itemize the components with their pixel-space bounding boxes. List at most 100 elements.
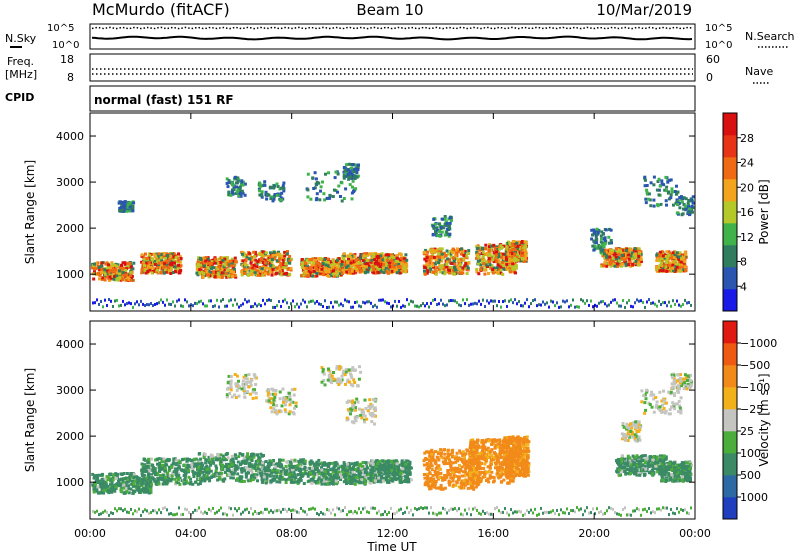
heatmap-cell — [159, 270, 163, 274]
heatmap-cell — [332, 305, 334, 309]
heatmap-cell — [128, 301, 130, 305]
heatmap-cell — [129, 268, 133, 272]
heatmap-cell — [384, 265, 388, 269]
heatmap-cell — [388, 302, 390, 306]
heatmap-cell — [263, 180, 267, 184]
heatmap-cell — [486, 299, 488, 303]
heatmap-cell — [115, 264, 119, 268]
heatmap-cell — [207, 275, 211, 279]
heatmap-cell — [615, 262, 619, 266]
heatmap-cell — [436, 303, 438, 307]
heatmap-cell — [465, 264, 469, 268]
heatmap-cell — [488, 263, 492, 267]
heatmap-cell — [277, 250, 280, 254]
heatmap-cell — [246, 266, 250, 270]
heatmap-cell — [166, 474, 170, 478]
heatmap-cell — [470, 302, 472, 306]
heatmap-cell — [256, 269, 260, 273]
heatmap-cell — [680, 256, 684, 260]
heatmap-cell — [229, 476, 233, 480]
heatmap-cell — [153, 479, 157, 483]
heatmap-cell — [354, 167, 357, 171]
heatmap-cell — [157, 469, 161, 473]
heatmap-cell — [286, 467, 289, 471]
heatmap-cell — [117, 484, 121, 488]
heatmap-cell — [371, 265, 375, 269]
heatmap-cell — [233, 256, 237, 260]
heatmap-cell — [240, 303, 242, 307]
heatmap-cell — [256, 479, 259, 483]
heatmap-cell — [257, 187, 261, 191]
heatmap-cell — [177, 474, 181, 477]
heatmap-cell — [428, 261, 432, 265]
heatmap-cell — [103, 274, 107, 278]
heatmap-cell — [174, 304, 176, 308]
heatmap-cell — [258, 260, 262, 264]
heatmap-cell — [460, 247, 463, 251]
heatmap-cell — [524, 245, 528, 249]
heatmap-cell — [448, 299, 450, 303]
heatmap-cell — [118, 304, 120, 308]
heatmap-cell — [227, 462, 231, 466]
heatmap-cell — [502, 300, 504, 304]
heatmap-cell — [476, 261, 480, 265]
heatmap-cell — [643, 178, 647, 182]
heatmap-cell — [157, 252, 161, 256]
heatmap-cell — [158, 474, 162, 477]
heatmap-cell — [280, 186, 284, 190]
heatmap-cell — [348, 170, 352, 174]
heatmap-cell — [346, 299, 348, 303]
heatmap-cell — [156, 302, 158, 306]
heatmap-cell — [113, 489, 117, 493]
heatmap-cell — [404, 253, 408, 257]
heatmap-cell — [241, 191, 245, 195]
heatmap-cell — [280, 273, 284, 277]
heatmap-cell — [315, 274, 319, 278]
heatmap-cell — [253, 476, 256, 480]
heatmap-cell — [482, 258, 486, 262]
heatmap-cell — [434, 298, 436, 302]
heatmap-cell — [165, 252, 169, 256]
heatmap-cell — [688, 207, 691, 211]
heatmap-cell — [435, 266, 439, 270]
heatmap-cell — [115, 482, 119, 486]
heatmap-cell — [548, 305, 550, 309]
heatmap-cell — [431, 232, 435, 236]
heatmap-cell — [377, 252, 381, 256]
heatmap-cell — [224, 453, 228, 456]
heatmap-cell — [238, 186, 242, 190]
heatmap-cell — [236, 179, 240, 183]
heatmap-cell — [495, 270, 499, 274]
heatmap-cell — [101, 484, 105, 488]
heatmap-cell — [209, 266, 213, 270]
heatmap-cell — [261, 467, 265, 471]
heatmap-cell — [472, 302, 474, 306]
heatmap-cell — [381, 266, 385, 270]
heatmap-cell — [225, 259, 229, 263]
heatmap-cell — [222, 271, 226, 275]
heatmap-cell — [455, 251, 459, 255]
heatmap-cell — [140, 299, 142, 303]
heatmap-cell — [500, 246, 504, 249]
heatmap-cell — [93, 474, 97, 478]
heatmap-cell — [239, 477, 243, 481]
heatmap-cell — [394, 267, 398, 270]
heatmap-cell — [226, 272, 230, 276]
heatmap-cell — [637, 258, 641, 262]
heatmap-cell — [601, 264, 605, 268]
heatmap-cell — [147, 486, 151, 490]
heatmap-cell — [216, 452, 220, 456]
heatmap-cell — [386, 258, 389, 262]
heatmap-cell — [390, 305, 392, 309]
heatmap-cell — [159, 256, 163, 260]
heatmap-cell — [502, 244, 506, 248]
heatmap-cell — [108, 298, 110, 302]
heatmap-cell — [216, 478, 220, 482]
heatmap-cell — [112, 268, 115, 272]
heatmap-cell — [288, 254, 292, 258]
heatmap-cell — [314, 264, 318, 268]
heatmap-cell — [426, 302, 428, 306]
heatmap-cell — [109, 477, 113, 481]
heatmap-cell — [442, 267, 446, 271]
heatmap-cell — [319, 269, 323, 273]
